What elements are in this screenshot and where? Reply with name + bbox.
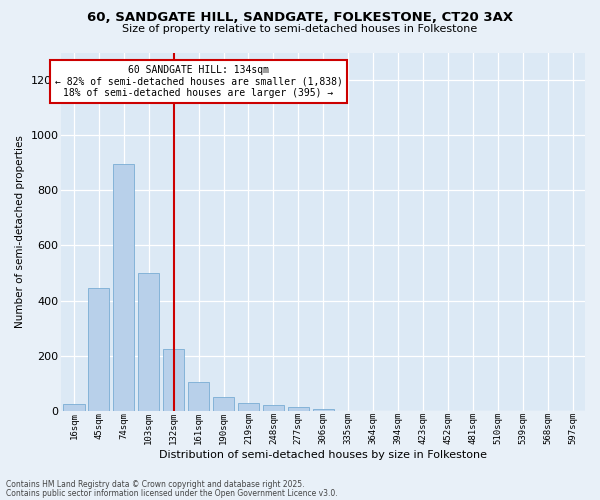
Y-axis label: Number of semi-detached properties: Number of semi-detached properties: [15, 135, 25, 328]
Bar: [188, 382, 209, 411]
Text: 60 SANDGATE HILL: 134sqm
← 82% of semi-detached houses are smaller (1,838)
18% o: 60 SANDGATE HILL: 134sqm ← 82% of semi-d…: [55, 65, 343, 98]
Bar: [313, 408, 334, 411]
Text: Size of property relative to semi-detached houses in Folkestone: Size of property relative to semi-detach…: [122, 24, 478, 34]
Bar: [238, 404, 259, 411]
Bar: [288, 407, 309, 411]
Bar: [113, 164, 134, 411]
Text: Contains HM Land Registry data © Crown copyright and database right 2025.: Contains HM Land Registry data © Crown c…: [6, 480, 305, 489]
Bar: [88, 288, 109, 411]
Bar: [263, 404, 284, 411]
Bar: [213, 397, 234, 411]
Bar: [138, 273, 160, 411]
Bar: [64, 404, 85, 411]
Text: Contains public sector information licensed under the Open Government Licence v3: Contains public sector information licen…: [6, 488, 338, 498]
Bar: [163, 349, 184, 411]
X-axis label: Distribution of semi-detached houses by size in Folkestone: Distribution of semi-detached houses by …: [159, 450, 487, 460]
Text: 60, SANDGATE HILL, SANDGATE, FOLKESTONE, CT20 3AX: 60, SANDGATE HILL, SANDGATE, FOLKESTONE,…: [87, 11, 513, 24]
